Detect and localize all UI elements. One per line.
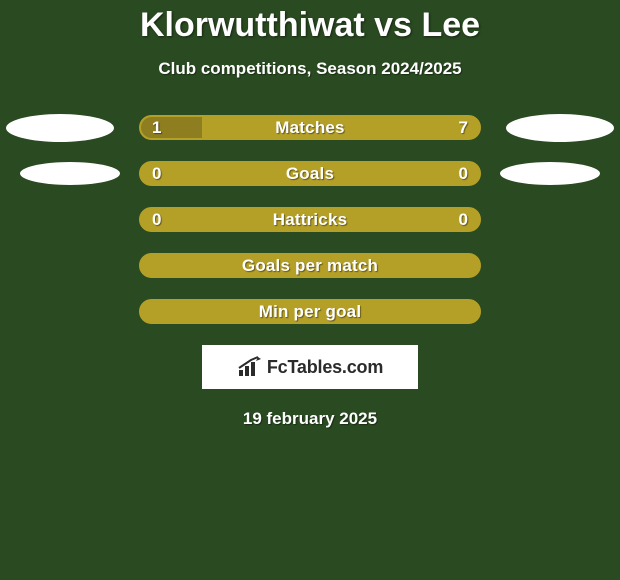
stat-left-value: 0 [152,210,161,230]
stat-bar: Goals per match [139,253,481,278]
stat-left-value: 1 [152,118,161,138]
stat-label: Hattricks [273,210,348,230]
stat-right-value: 0 [459,164,468,184]
brand-box: FcTables.com [202,345,418,389]
stat-label: Min per goal [259,302,362,322]
stat-label: Goals [286,164,334,184]
player1-name: Klorwutthiwat [140,6,365,44]
player2-name: Lee [421,6,480,44]
date-text: 19 february 2025 [0,409,620,429]
player2-badge [500,162,600,185]
comparison-infographic: Klorwutthiwat vs Lee Club competitions, … [0,0,620,580]
stat-right-value: 0 [459,210,468,230]
player1-badge [20,162,120,185]
chart-icon [237,356,263,378]
stat-left-value: 0 [152,164,161,184]
stat-bar: 0 Goals 0 [139,161,481,186]
vs-text: vs [374,6,412,44]
bar-left-fill [141,117,202,138]
page-title: Klorwutthiwat vs Lee [0,0,620,45]
stat-row: Min per goal [0,299,620,324]
stat-row: Goals per match [0,253,620,278]
stat-right-value: 7 [459,118,468,138]
stat-bar: 1 Matches 7 [139,115,481,140]
stat-row: 0 Goals 0 [0,161,620,186]
subtitle: Club competitions, Season 2024/2025 [0,59,620,79]
stat-label: Goals per match [242,256,378,276]
stat-row: 1 Matches 7 [0,115,620,140]
stat-bar: 0 Hattricks 0 [139,207,481,232]
stat-label: Matches [275,118,344,138]
brand-text: FcTables.com [267,357,383,378]
stat-bar: Min per goal [139,299,481,324]
player2-badge [506,114,614,142]
stats-container: 1 Matches 7 0 Goals 0 0 Hattricks 0 Goals per mat… [0,115,620,324]
stat-row: 0 Hattricks 0 [0,207,620,232]
player1-badge [6,114,114,142]
